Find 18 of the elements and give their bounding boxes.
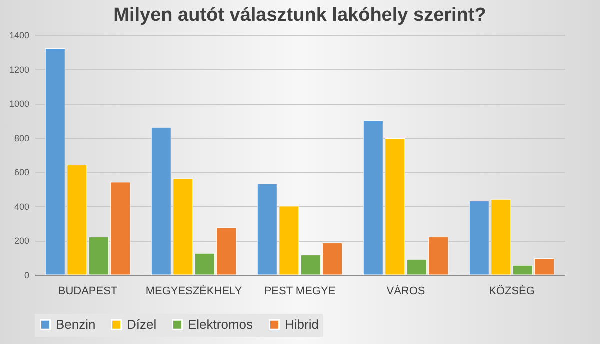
legend-label: Hibrid [285, 316, 319, 332]
y-tick-label: 600 [14, 168, 30, 178]
x-tick-label: BUDAPEST [58, 286, 118, 298]
chart-title: Milyen autót választunk lakóhely szerint? [114, 5, 486, 26]
y-tick-label: 1000 [9, 99, 30, 110]
y-tick-label: 0 [24, 270, 30, 280]
legend-label: Dízel [127, 316, 157, 332]
x-tick-label: VÁROS [386, 284, 426, 298]
legend-label: Elektromos [188, 316, 254, 332]
y-tick-label: 200 [14, 236, 30, 246]
y-tick-label: 1200 [9, 64, 30, 75]
y-tick-label: 400 [14, 202, 30, 212]
x-tick-label: PEST MEGYE [264, 286, 336, 298]
y-tick-label: 1400 [9, 30, 30, 40]
y-tick-label: 800 [14, 133, 30, 144]
x-tick-label: KÖZSÉG [489, 284, 535, 298]
x-tick-label: MEGYESZÉKHELY [146, 284, 243, 298]
legend-label: Benzin [56, 316, 96, 332]
